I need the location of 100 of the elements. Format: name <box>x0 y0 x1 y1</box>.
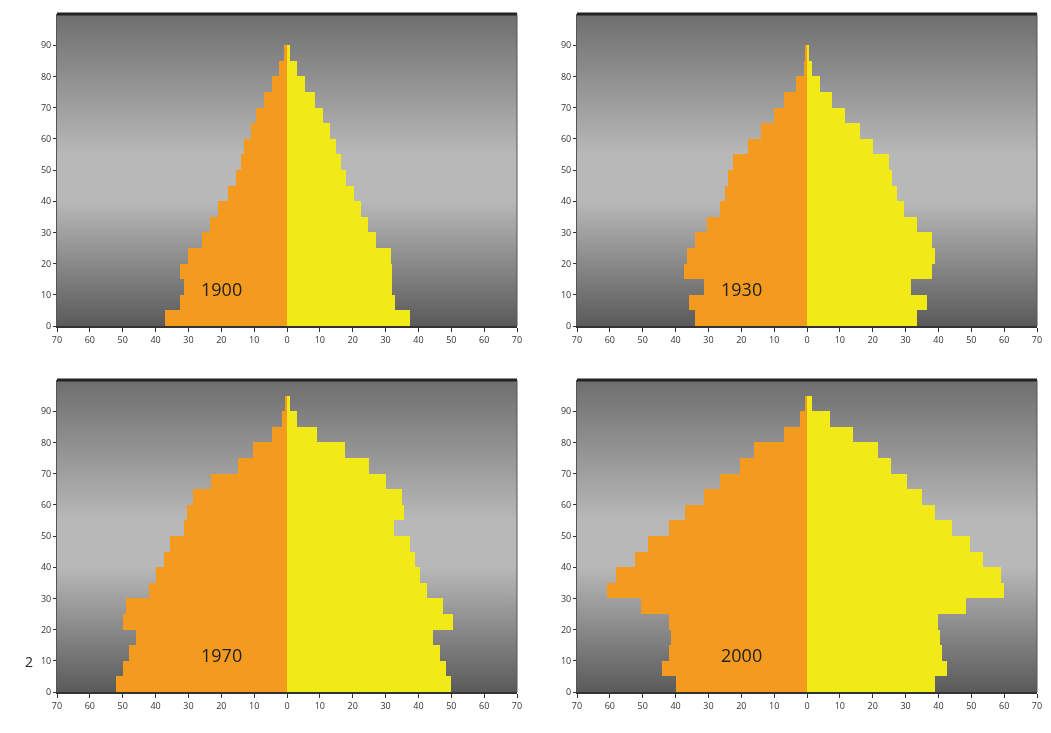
x-tick-label: 50 <box>637 332 648 346</box>
x-tick-label: 40 <box>933 698 944 712</box>
y-tick-label: 50 <box>40 163 52 177</box>
x-tick-label: 50 <box>117 332 128 346</box>
annotation: 1930 <box>721 277 763 301</box>
x-tick-label: 50 <box>117 698 128 712</box>
x-tick-label: 10 <box>834 698 846 712</box>
y-tick-label: 80 <box>40 435 52 449</box>
y-tick-label: 30 <box>40 591 52 605</box>
y-tick-label: 30 <box>40 225 52 239</box>
y-tick-label: 20 <box>560 622 572 636</box>
y-tick-label: 20 <box>40 622 52 636</box>
x-tick-label: 40 <box>150 332 161 346</box>
y-tick-label: 50 <box>40 529 52 543</box>
y-tick-label: 90 <box>560 38 572 52</box>
x-tick-label: 50 <box>637 698 648 712</box>
y-tick-label: 50 <box>560 163 572 177</box>
x-tick-label: 30 <box>183 698 194 712</box>
y-tick-label: 40 <box>40 194 52 208</box>
annotation: 1970 <box>201 643 243 667</box>
y-tick-label: 70 <box>560 466 572 480</box>
x-tick-label: 10 <box>248 698 260 712</box>
x-tick-label: 60 <box>604 698 616 712</box>
x-tick-label: 70 <box>1031 698 1043 712</box>
x-tick-label: 30 <box>703 698 714 712</box>
x-tick-label: 30 <box>703 332 714 346</box>
x-tick-label: 20 <box>736 698 747 712</box>
x-tick-label: 0 <box>284 332 290 346</box>
x-tick-label: 40 <box>150 698 161 712</box>
y-tick-label: 80 <box>560 435 572 449</box>
x-tick-label: 30 <box>380 698 391 712</box>
y-tick-label: 40 <box>560 194 572 208</box>
x-tick-label: 30 <box>183 332 194 346</box>
y-tick-label: 70 <box>40 466 52 480</box>
y-tick-label: 60 <box>40 131 52 145</box>
x-tick-label: 60 <box>604 332 616 346</box>
x-tick-label: 50 <box>446 698 457 712</box>
y-tick-label: 80 <box>40 69 52 83</box>
x-tick-label: 30 <box>900 698 911 712</box>
x-tick-label: 20 <box>736 332 747 346</box>
x-tick-label: 50 <box>966 332 977 346</box>
x-tick-label: 30 <box>900 332 911 346</box>
y-tick-label: 30 <box>560 591 572 605</box>
y-tick-label: 60 <box>40 497 52 511</box>
y-tick-label: 10 <box>560 653 572 667</box>
x-tick-label: 70 <box>1031 332 1043 346</box>
x-tick-label: 20 <box>867 698 878 712</box>
x-tick-label: 20 <box>347 698 358 712</box>
y-tick-label: 30 <box>560 225 572 239</box>
y-tick-label: 90 <box>40 404 52 418</box>
x-tick-label: 40 <box>413 332 424 346</box>
x-tick-label: 60 <box>998 332 1010 346</box>
x-tick-label: 40 <box>413 698 424 712</box>
x-tick-label: 30 <box>380 332 391 346</box>
x-tick-label: 20 <box>216 332 227 346</box>
x-tick-label: 10 <box>834 332 846 346</box>
x-tick-label: 70 <box>511 698 523 712</box>
y-tick-label: 70 <box>40 100 52 114</box>
x-tick-label: 10 <box>248 332 260 346</box>
x-tick-label: 10 <box>768 698 780 712</box>
y-tick-label: 40 <box>40 560 52 574</box>
x-tick-label: 70 <box>511 332 523 346</box>
y-tick-label: 20 <box>40 256 52 270</box>
y-tick-label: 20 <box>560 256 572 270</box>
y-tick-label: 10 <box>560 287 572 301</box>
x-tick-label: 20 <box>216 698 227 712</box>
x-tick-label: 60 <box>84 698 96 712</box>
y-tick-label: 0 <box>566 685 572 699</box>
y-tick-label: 50 <box>560 529 572 543</box>
x-tick-label: 60 <box>478 332 490 346</box>
x-tick-label: 60 <box>84 332 96 346</box>
y-tick-label: 70 <box>560 100 572 114</box>
x-tick-label: 50 <box>966 698 977 712</box>
y-tick-label: 60 <box>560 497 572 511</box>
y-tick-label: 10 <box>40 287 52 301</box>
x-tick-label: 60 <box>998 698 1010 712</box>
text: 2 <box>25 652 34 671</box>
annotation: 2000 <box>721 643 763 667</box>
y-tick-label: 80 <box>560 69 572 83</box>
y-tick-label: 0 <box>46 685 52 699</box>
x-tick-label: 40 <box>933 332 944 346</box>
y-tick-label: 90 <box>560 404 572 418</box>
y-tick-label: 60 <box>560 131 572 145</box>
x-tick-label: 60 <box>478 698 490 712</box>
y-tick-label: 10 <box>40 653 52 667</box>
x-tick-label: 0 <box>804 332 810 346</box>
x-tick-label: 20 <box>867 332 878 346</box>
annotation: 1900 <box>201 277 243 301</box>
y-tick-label: 90 <box>40 38 52 52</box>
x-tick-label: 20 <box>347 332 358 346</box>
x-tick-label: 0 <box>284 698 290 712</box>
x-tick-label: 10 <box>314 698 326 712</box>
x-tick-label: 10 <box>314 332 326 346</box>
x-tick-label: 10 <box>768 332 780 346</box>
y-tick-label: 0 <box>46 319 52 333</box>
y-tick-label: 40 <box>560 560 572 574</box>
y-tick-label: 0 <box>566 319 572 333</box>
x-tick-label: 50 <box>446 332 457 346</box>
x-tick-label: 40 <box>670 698 681 712</box>
x-tick-label: 40 <box>670 332 681 346</box>
